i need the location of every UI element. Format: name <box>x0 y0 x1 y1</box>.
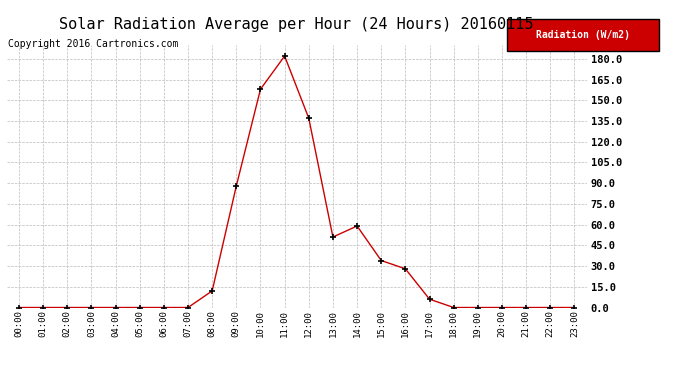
Text: Copyright 2016 Cartronics.com: Copyright 2016 Cartronics.com <box>8 39 179 50</box>
Text: Radiation (W/m2): Radiation (W/m2) <box>536 30 630 40</box>
Text: Solar Radiation Average per Hour (24 Hours) 20160115: Solar Radiation Average per Hour (24 Hou… <box>59 17 534 32</box>
